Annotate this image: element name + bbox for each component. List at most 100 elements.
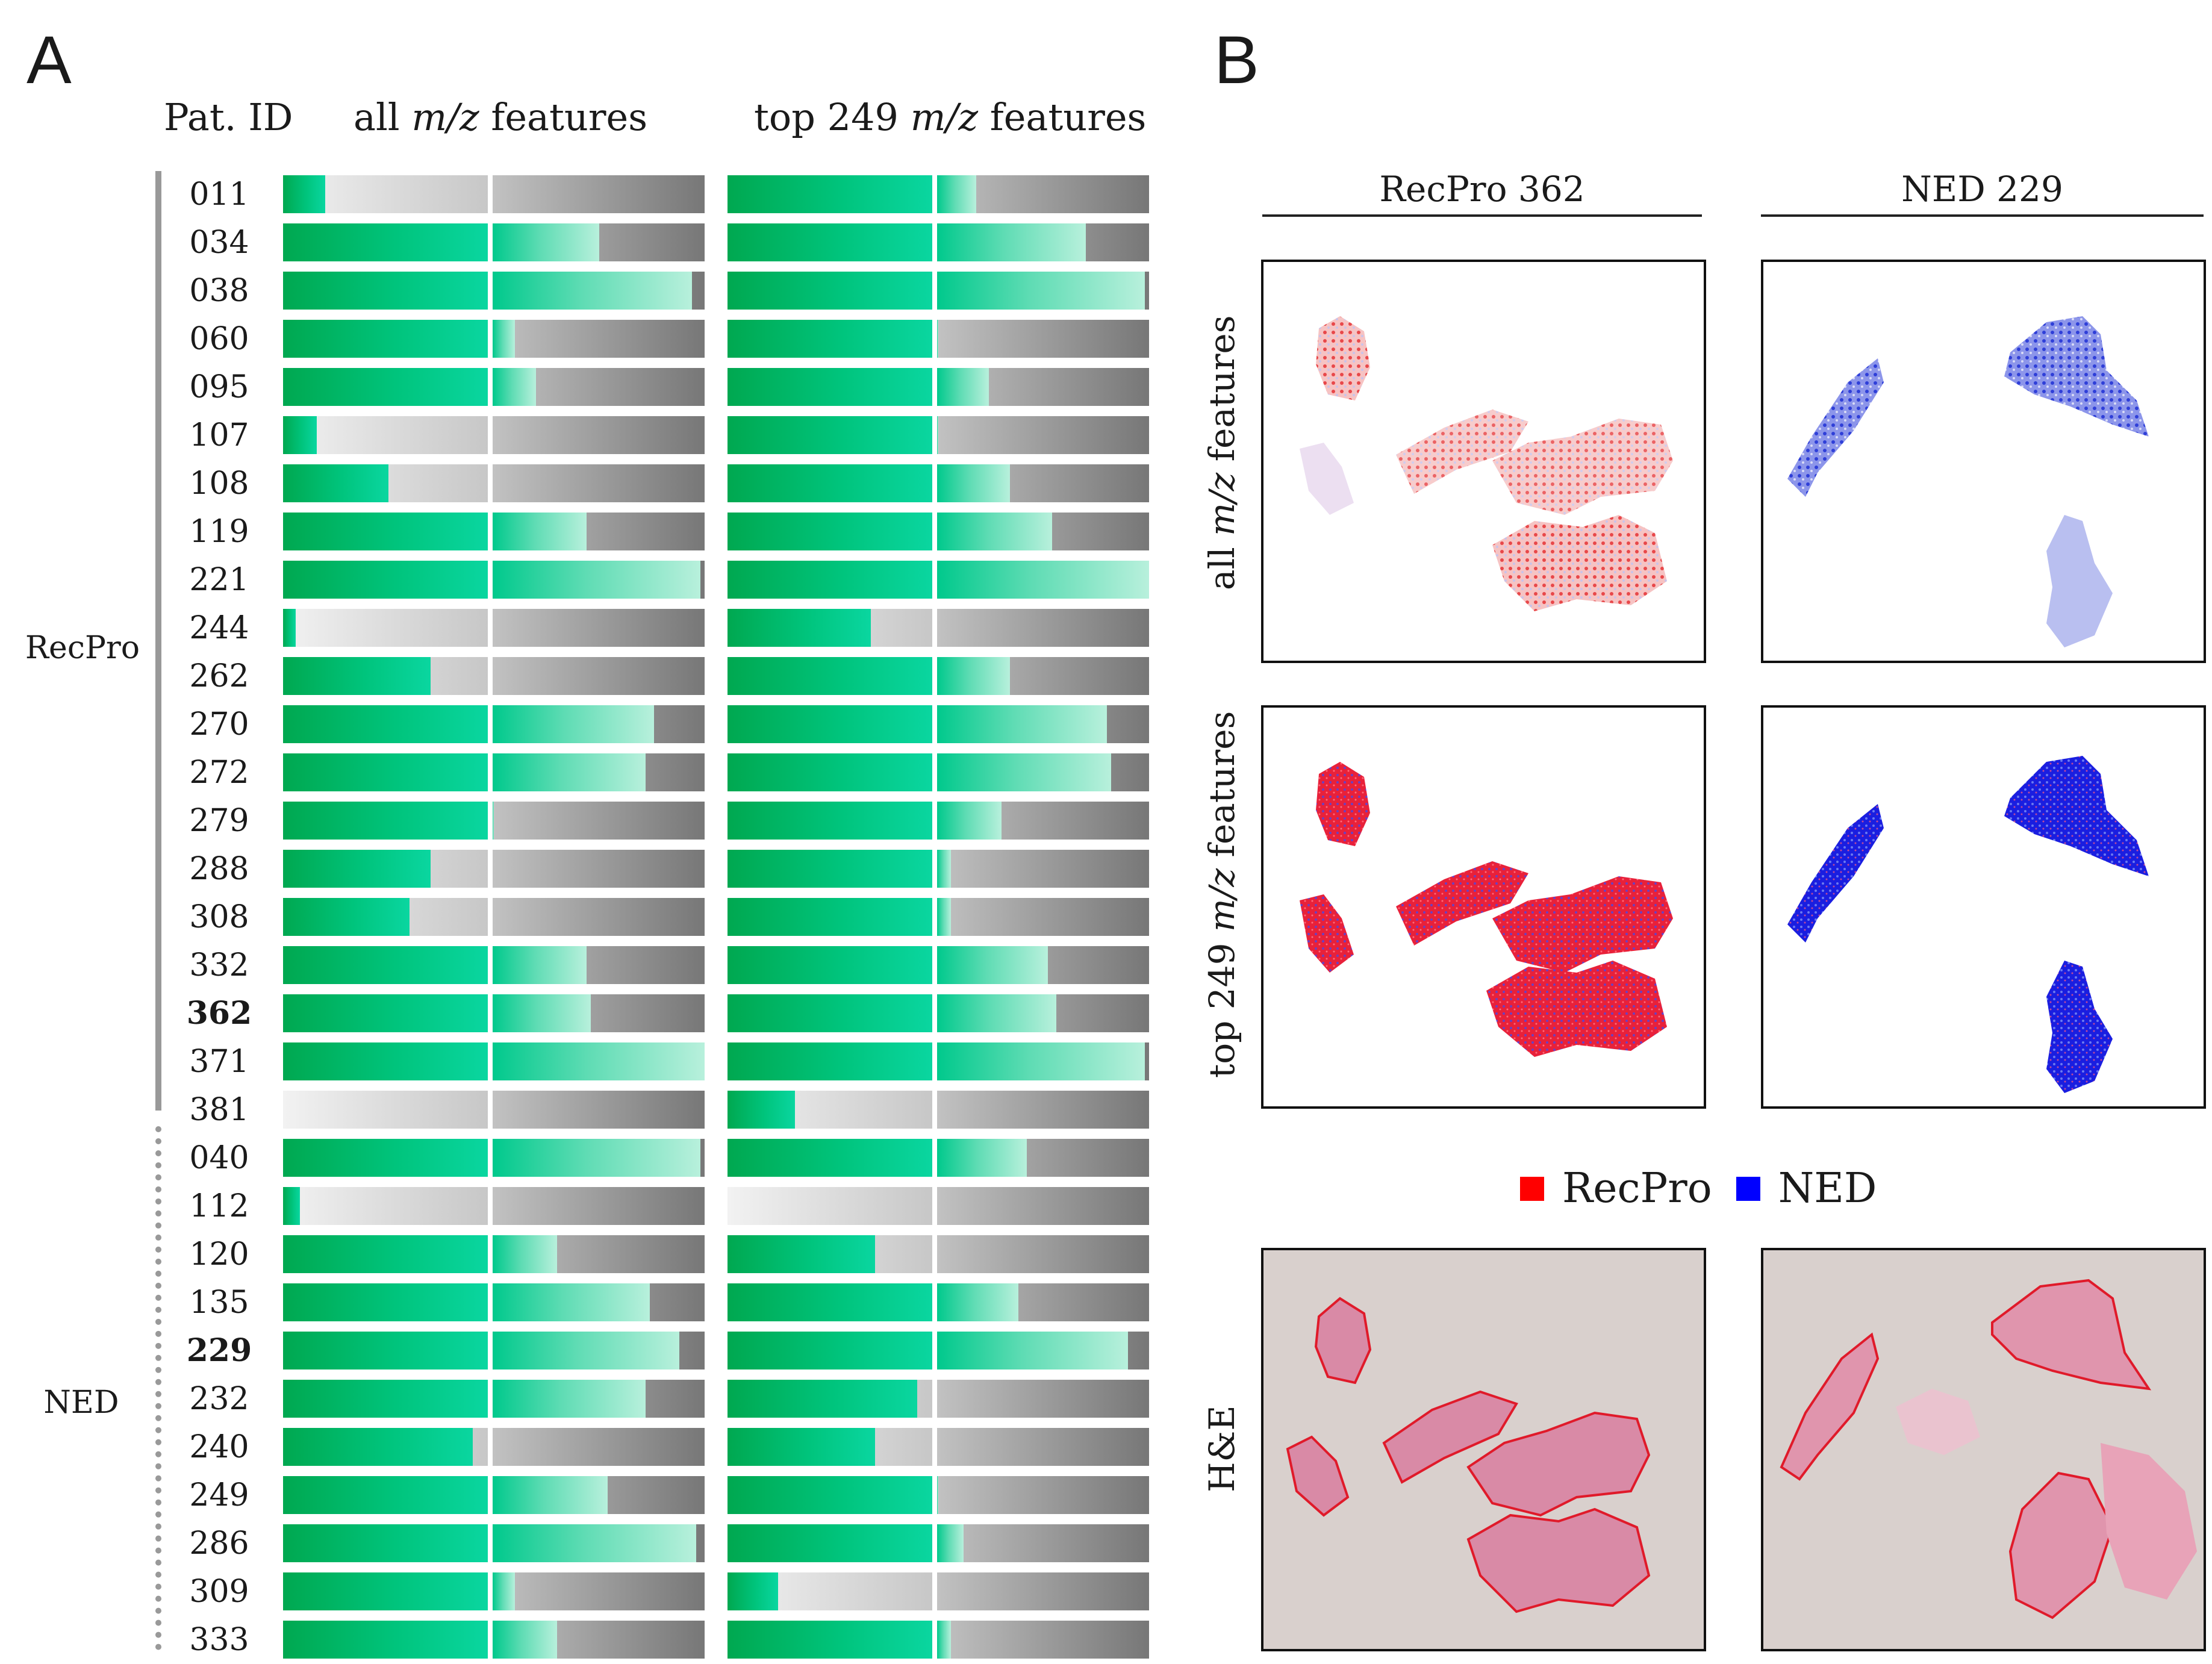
green-fill <box>937 223 1086 261</box>
column-rule-right <box>1761 214 2204 217</box>
green-fill <box>727 272 932 310</box>
bar-top-features-232 <box>727 1380 1149 1418</box>
ned-group-bracket <box>155 1126 161 1650</box>
green-fill <box>727 1091 795 1129</box>
green-fill <box>727 223 932 261</box>
green-fill <box>493 1235 557 1273</box>
image-ned-top-features <box>1761 705 2206 1109</box>
bar-top-features-244 <box>727 609 1149 647</box>
green-fill <box>727 850 932 888</box>
bar-all-features-371 <box>283 1042 705 1080</box>
image-ned-he <box>1761 1248 2206 1651</box>
green-fill <box>937 175 976 213</box>
green-fill <box>937 850 951 888</box>
bar-all-features-060 <box>283 320 705 358</box>
green-fill <box>493 1042 705 1080</box>
bar-top-features-040 <box>727 1139 1149 1177</box>
bar-top-features-034 <box>727 223 1149 261</box>
bar-all-features-112 <box>283 1187 705 1225</box>
patient-id-371: 371 <box>189 1044 249 1080</box>
green-fill <box>283 1621 488 1659</box>
green-fill <box>493 753 646 791</box>
bar-top-features-279 <box>727 802 1149 840</box>
patient-id-279: 279 <box>189 803 249 839</box>
bar-top-features-240 <box>727 1428 1149 1466</box>
bar-all-features-120 <box>283 1235 705 1273</box>
green-fill <box>727 561 932 599</box>
green-fill <box>727 1476 932 1514</box>
bar-all-features-308 <box>283 898 705 936</box>
green-fill <box>493 1332 679 1370</box>
recpro-group-label: RecPro <box>25 630 140 666</box>
green-fill <box>283 753 488 791</box>
image-recpro-he <box>1261 1248 1706 1651</box>
row-label-he: H&E <box>1201 1405 1242 1492</box>
bar-all-features-309 <box>283 1572 705 1610</box>
bar-all-features-262 <box>283 657 705 695</box>
green-fill <box>937 657 1010 695</box>
green-fill <box>283 1042 488 1080</box>
green-fill <box>493 1572 515 1610</box>
green-fill <box>727 1524 932 1562</box>
green-fill <box>283 1283 488 1321</box>
green-fill <box>937 368 989 406</box>
green-fill <box>937 561 1149 599</box>
legend-ned-swatch <box>1736 1177 1760 1201</box>
bar-all-features-135 <box>283 1283 705 1321</box>
green-fill <box>727 609 871 647</box>
green-fill <box>493 1283 650 1321</box>
panel-a-letter: A <box>26 22 72 98</box>
bar-top-features-095 <box>727 368 1149 406</box>
green-fill <box>727 1621 932 1659</box>
bar-top-features-011 <box>727 175 1149 213</box>
bar-all-features-244 <box>283 609 705 647</box>
bar-all-features-272 <box>283 753 705 791</box>
bar-all-features-229 <box>283 1332 705 1370</box>
row-label-all-features: all m/z features <box>1201 315 1242 590</box>
green-fill <box>283 1235 488 1273</box>
patient-id-272: 272 <box>189 755 249 791</box>
green-fill <box>283 898 410 936</box>
green-fill <box>283 1524 488 1562</box>
bar-all-features-333 <box>283 1621 705 1659</box>
patient-id-040: 040 <box>189 1140 249 1176</box>
green-fill <box>937 1042 1145 1080</box>
patient-id-112: 112 <box>189 1188 249 1224</box>
patient-id-107: 107 <box>189 417 249 453</box>
green-fill <box>283 994 488 1032</box>
legend-recpro-swatch <box>1520 1177 1544 1201</box>
green-fill <box>493 223 599 261</box>
bar-all-features-381 <box>283 1091 705 1129</box>
green-fill <box>937 1524 964 1562</box>
bar-all-features-286 <box>283 1524 705 1562</box>
bar-top-features-333 <box>727 1621 1149 1659</box>
green-fill <box>727 994 932 1032</box>
column-title-ned-229: NED 229 <box>1901 169 2063 210</box>
green-fill <box>493 1139 700 1177</box>
image-recpro-all-features <box>1261 260 1706 663</box>
bar-top-features-120 <box>727 1235 1149 1273</box>
bar-top-features-309 <box>727 1572 1149 1610</box>
green-fill <box>937 464 1010 502</box>
bar-top-features-108 <box>727 464 1149 502</box>
bar-all-features-108 <box>283 464 705 502</box>
bar-all-features-040 <box>283 1139 705 1177</box>
green-fill <box>283 609 296 647</box>
green-fill <box>493 561 700 599</box>
pat-id-header: Pat. ID <box>164 95 293 139</box>
green-fill <box>283 1572 488 1610</box>
legend-ned-label: NED <box>1778 1165 1877 1212</box>
green-fill <box>493 946 587 984</box>
green-fill <box>937 994 1056 1032</box>
ned-group-label: NED <box>43 1385 119 1421</box>
bar-all-features-095 <box>283 368 705 406</box>
bar-all-features-288 <box>283 850 705 888</box>
green-fill <box>727 1235 875 1273</box>
bar-top-features-262 <box>727 657 1149 695</box>
green-fill <box>493 1621 557 1659</box>
patient-id-221: 221 <box>189 562 249 598</box>
green-fill <box>727 1283 932 1321</box>
bar-all-features-038 <box>283 272 705 310</box>
green-fill <box>727 753 932 791</box>
green-fill <box>283 416 317 454</box>
